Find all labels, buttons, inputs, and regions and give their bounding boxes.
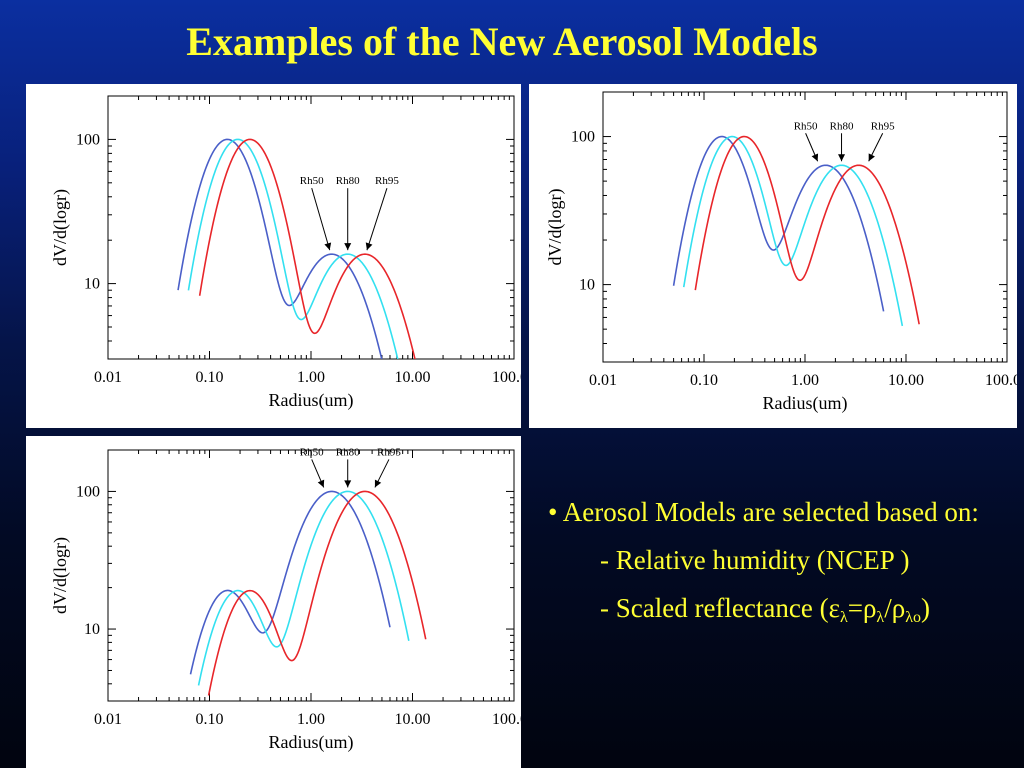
rho-symbol: ρ <box>891 593 906 623</box>
annotation-arrow <box>366 188 388 251</box>
chart-panel-rh-bimodal: 0.01 0.10 1.00 10.00 100.00 Radius(um) 10 100 dV… <box>529 84 1017 428</box>
annotation-label-rh50: Rh50 <box>300 446 324 458</box>
sub2-suffix: ) <box>920 593 930 623</box>
y-tick-label: 100 <box>76 131 100 148</box>
series-annotations: Rh50 Rh80 Rh95 <box>794 120 895 162</box>
x-tick-label: 100.00 <box>985 372 1017 389</box>
annotation-label-rh95: Rh95 <box>375 175 399 187</box>
series-line-rh80 <box>187 138 399 359</box>
series-annotations: Rh50 Rh80 Rh95 <box>300 175 399 251</box>
annotation-arrowhead <box>344 243 352 251</box>
equals-sign: = <box>847 593 863 623</box>
annotation-label-rh95: Rh95 <box>377 446 401 458</box>
y-tick-label: 10 <box>84 276 100 293</box>
y-axis-label: dV/d(logr) <box>50 537 71 614</box>
annotation-arrowhead <box>365 242 373 251</box>
x-axis: 0.01 0.10 1.00 10.00 100.00 Radius(um) <box>94 450 521 753</box>
bullet-sub-relative-humidity: - Relative humidity (NCEP ) <box>600 545 910 575</box>
x-axis: 0.01 0.10 1.00 10.00 100.00 Radius(um) <box>589 92 1017 414</box>
y-tick-label: 10 <box>84 621 100 638</box>
x-tick-label: 1.00 <box>297 369 325 386</box>
bullet-main-text: Aerosol Models are selected based on: <box>562 497 979 527</box>
lambda-zero-subscript: λo <box>905 609 921 626</box>
chart-svg: 0.01 0.10 1.00 10.00 100.00 Radius(um) 10 100 dV… <box>545 91 1017 414</box>
annotation-label-rh80: Rh80 <box>336 446 360 458</box>
series-group <box>672 135 920 327</box>
x-tick-label: 0.01 <box>94 711 122 728</box>
annotation-arrowhead <box>838 154 846 162</box>
x-tick-label: 0.10 <box>690 372 718 389</box>
y-tick-label: 100 <box>76 483 100 500</box>
series-line-rh80 <box>197 490 410 686</box>
annotation-label-rh95: Rh95 <box>871 120 895 132</box>
y-axis-label: dV/d(logr) <box>545 189 566 266</box>
x-tick-label: 10.00 <box>395 711 431 728</box>
annotation-arrowhead <box>374 479 382 488</box>
series-line-rh50 <box>189 490 391 675</box>
epsilon-symbol: ε <box>828 593 840 623</box>
x-tick-label: 0.10 <box>196 711 224 728</box>
series-line-rh50 <box>177 138 383 359</box>
annotation-arrowhead <box>811 153 819 162</box>
annotation-label-rh50: Rh50 <box>794 120 818 132</box>
annotation-arrowhead <box>317 479 325 488</box>
series-group <box>177 138 416 359</box>
chart-svg: 0.01 0.10 1.00 10.00 100.00 Radius(um) 10 100 dV… <box>50 95 521 411</box>
series-line-rh80 <box>682 135 904 327</box>
sub2-prefix: - Scaled reflectance ( <box>600 593 829 623</box>
bullet-marker: • <box>548 497 558 527</box>
lambda-subscript: λ <box>876 609 885 626</box>
plot-frame <box>107 95 515 360</box>
lambda-subscript: λ <box>839 609 848 626</box>
selection-criteria-list: • Aerosol Models are selected based on: … <box>548 494 1018 626</box>
x-tick-label: 100.00 <box>492 369 521 386</box>
annotation-label-rh80: Rh80 <box>830 120 854 132</box>
annotation-arrowhead <box>344 480 352 488</box>
x-axis-label: Radius(um) <box>269 732 354 753</box>
series-line-rh95 <box>207 490 427 696</box>
y-axis: 10 100 dV/d(logr) <box>545 91 1007 363</box>
x-tick-label: 10.00 <box>395 369 431 386</box>
y-axis: 10 100 dV/d(logr) <box>50 449 514 702</box>
annotation-label-rh50: Rh50 <box>300 175 324 187</box>
series-line-rh95 <box>694 135 920 325</box>
x-axis-label: Radius(um) <box>269 390 354 411</box>
rho-symbol: ρ <box>862 593 877 623</box>
annotation-label-rh80: Rh80 <box>336 175 360 187</box>
x-axis-label: Radius(um) <box>763 393 848 414</box>
series-group <box>189 490 427 696</box>
annotation-arrowhead <box>868 153 875 162</box>
x-tick-label: 1.00 <box>297 711 325 728</box>
x-axis: 0.01 0.10 1.00 10.00 100.00 Radius(um) <box>94 96 521 411</box>
x-tick-label: 0.10 <box>196 369 224 386</box>
x-tick-label: 0.01 <box>589 372 617 389</box>
y-tick-label: 10 <box>579 277 595 294</box>
annotation-arrow <box>311 188 331 251</box>
x-tick-label: 0.01 <box>94 369 122 386</box>
x-tick-label: 10.00 <box>888 372 924 389</box>
plot-frame <box>107 449 515 702</box>
series-line-rh50 <box>672 135 885 312</box>
bullet-main: • Aerosol Models are selected based on: <box>548 494 1018 530</box>
x-tick-label: 1.00 <box>791 372 819 389</box>
series-annotations: Rh50 Rh80 Rh95 <box>300 446 401 488</box>
bullet-sub-scaled-reflectance: - Scaled reflectance (ελ=ρλ/ρλo) <box>600 590 1018 626</box>
chart-panel-rh-fine-dominant: 0.01 0.10 1.00 10.00 100.00 Radius(um) 10 100 dV… <box>26 84 521 428</box>
plot-frame <box>602 91 1008 363</box>
x-tick-label: 100.00 <box>492 711 521 728</box>
y-axis: 10 100 dV/d(logr) <box>50 95 514 360</box>
slide-title: Examples of the New Aerosol Models <box>186 19 818 64</box>
y-axis-label: dV/d(logr) <box>50 189 71 266</box>
slash: / <box>884 593 892 623</box>
series-line-rh95 <box>198 138 416 359</box>
annotation-arrowhead <box>324 242 332 251</box>
y-tick-label: 100 <box>571 129 595 146</box>
chart-svg: 0.01 0.10 1.00 10.00 100.00 Radius(um) 10 100 dV… <box>50 446 521 753</box>
chart-panel-rh-coarse-dominant: 0.01 0.10 1.00 10.00 100.00 Radius(um) 10 100 dV… <box>26 436 521 768</box>
